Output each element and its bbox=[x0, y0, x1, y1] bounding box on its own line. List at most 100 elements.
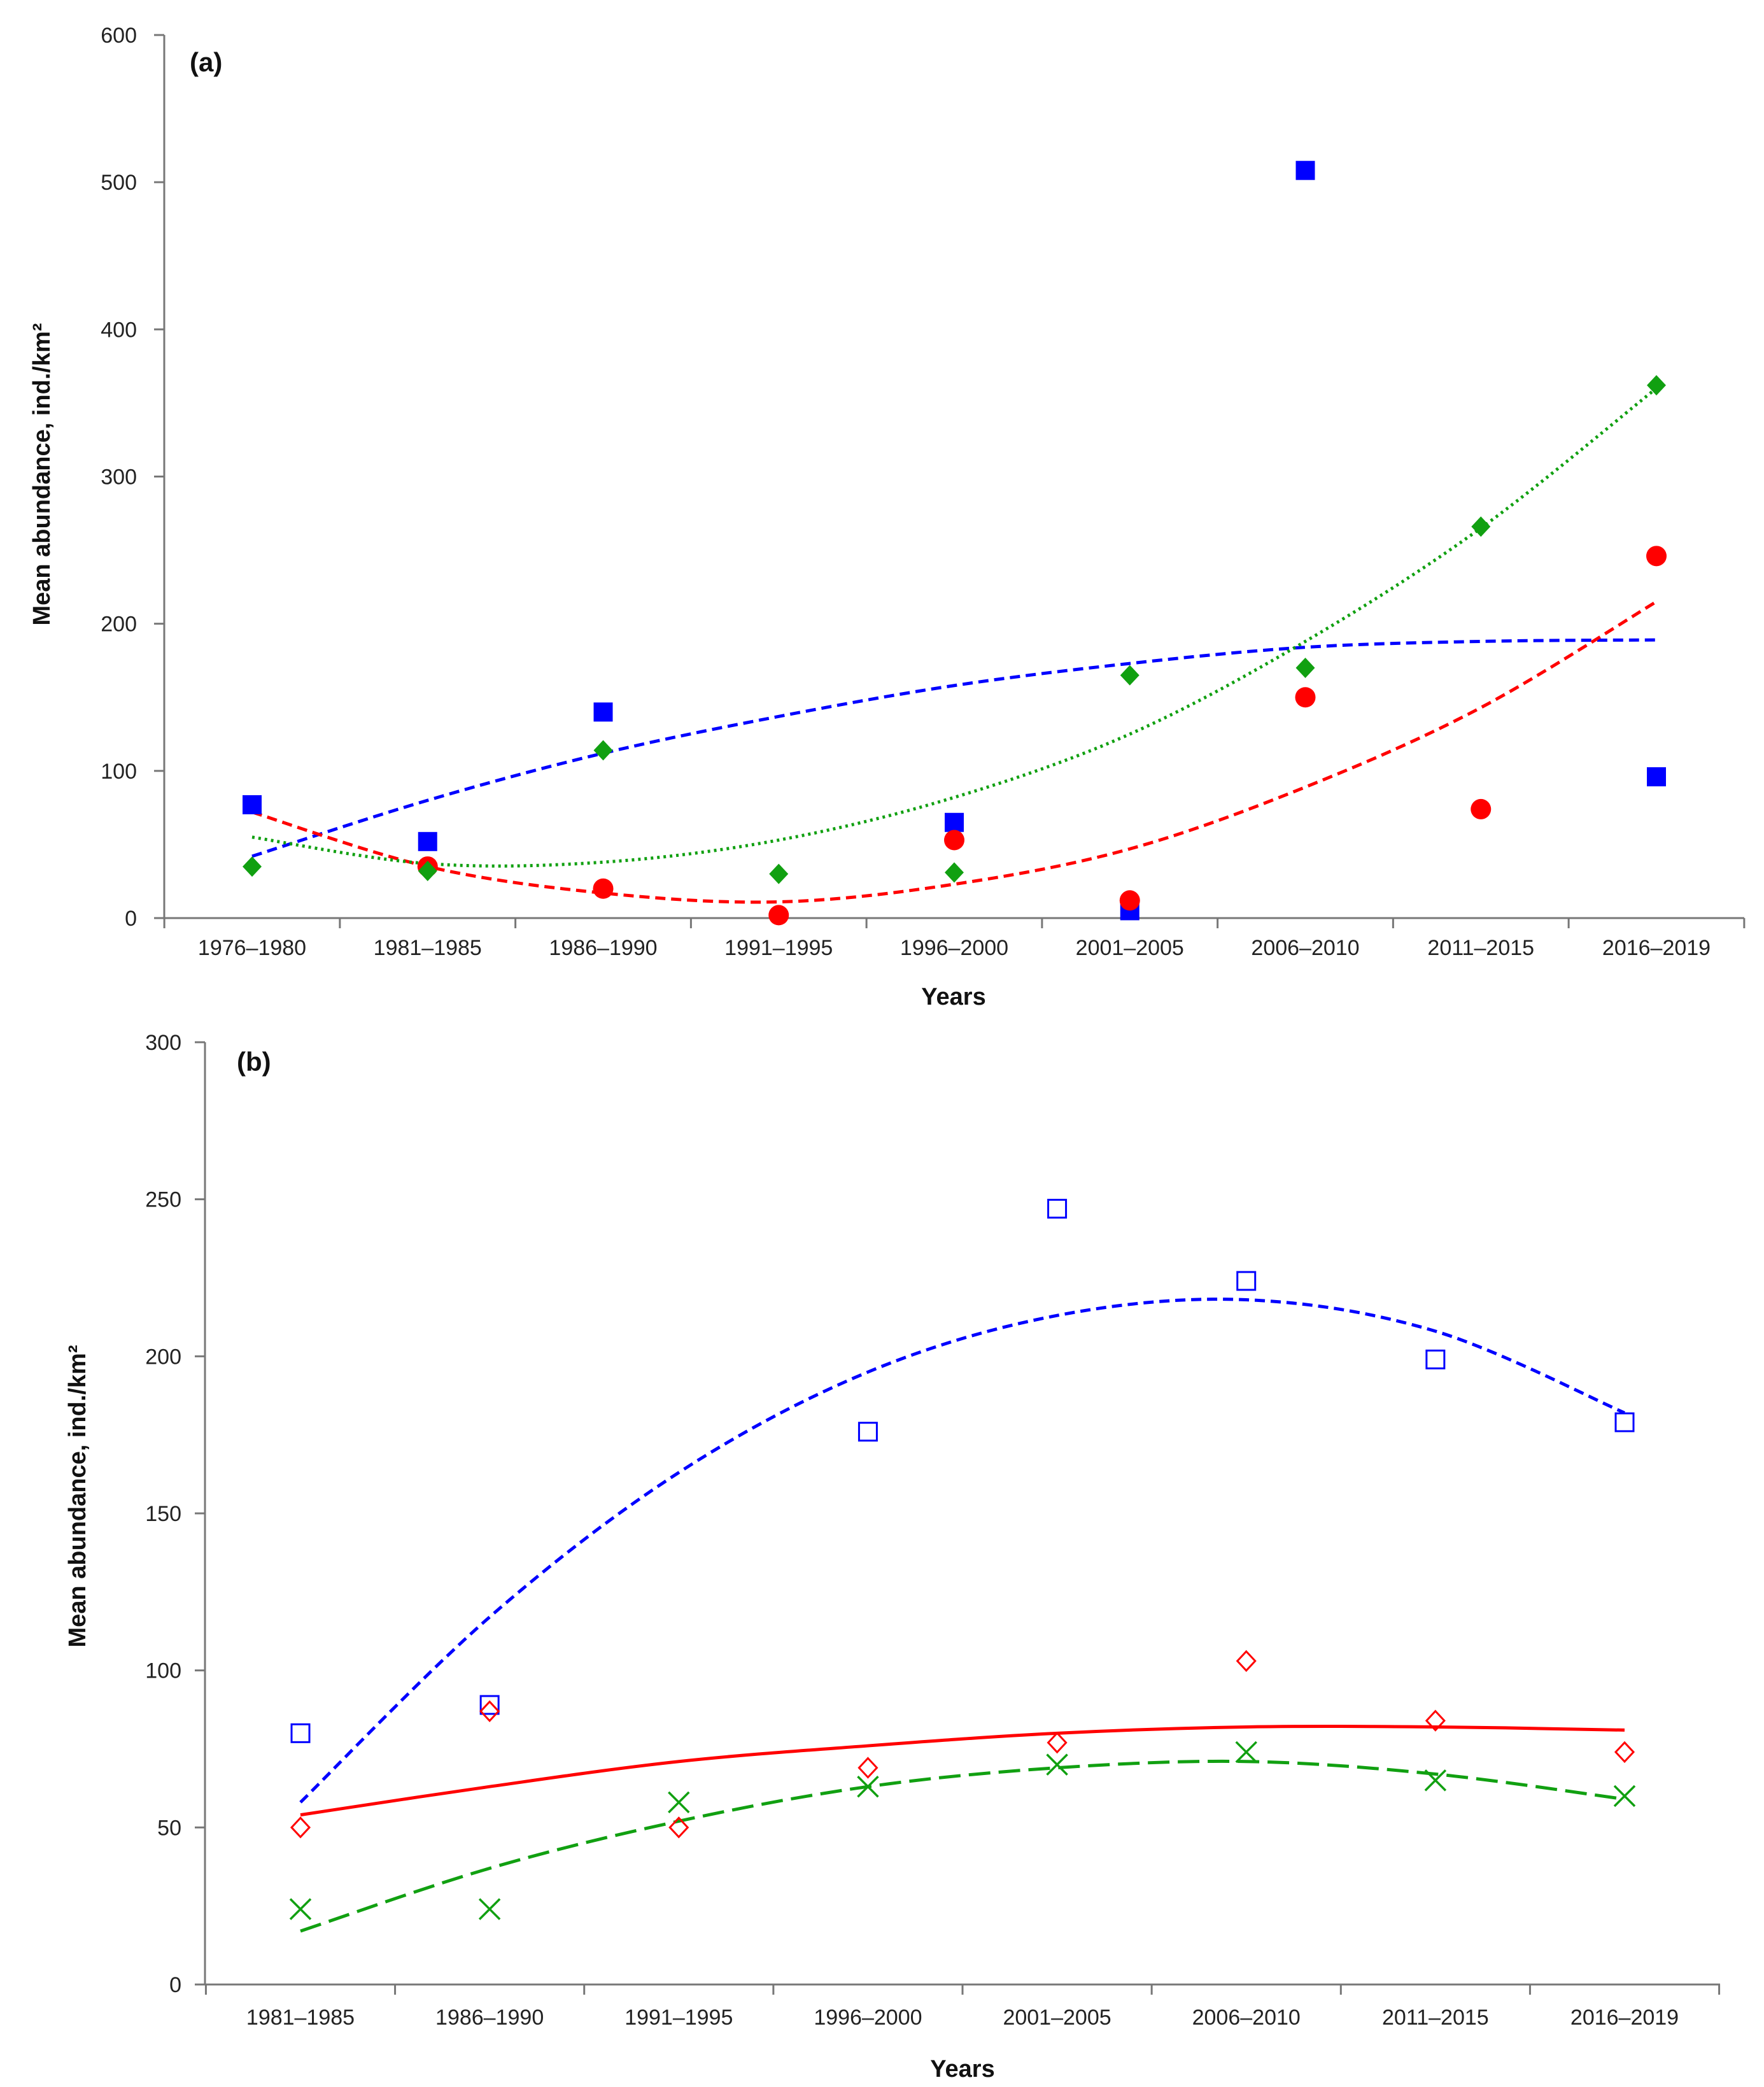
panel-a-series-0-point bbox=[593, 702, 613, 722]
panel-b-series-2-point bbox=[289, 1898, 312, 1920]
panel-a-series-2-point bbox=[1647, 375, 1666, 396]
panel-a-x-tick-label: 1996–2000 bbox=[900, 936, 1008, 960]
panel-b-series-2-point bbox=[857, 1775, 879, 1798]
panel-a-trendline-0 bbox=[251, 638, 1657, 858]
panel-a-y-tick-label: 200 bbox=[101, 612, 137, 637]
panel-b-x-tick-label: 2006–2010 bbox=[1192, 2006, 1301, 2030]
panel-a-x-tick-label: 1981–1985 bbox=[374, 936, 482, 960]
panel-a-chart: 0 100 200 300 400 500 600 1976–1980 1981–1985 198… bbox=[29, 24, 1746, 1010]
panel-b-y-tick-label: 300 bbox=[145, 1031, 181, 1055]
panel-a-series-2-point bbox=[945, 862, 964, 883]
panel-a-series-0-point bbox=[945, 812, 964, 832]
panel-b-x-tick-label: 1981–1985 bbox=[246, 2006, 355, 2030]
panel-b-x-tick-label: 2011–2015 bbox=[1382, 2006, 1489, 2030]
panel-a-series-1-point bbox=[944, 830, 964, 851]
panel-b-series-1-point bbox=[857, 1757, 878, 1779]
panel-a-series-2-point bbox=[769, 863, 789, 884]
panel-b-series-1-point bbox=[1614, 1741, 1635, 1764]
panel-b-series-2-point-stroke bbox=[1613, 1785, 1636, 1808]
panel-b-y-axis-title: Mean abundance, ind./km² bbox=[64, 1345, 91, 1647]
panel-b-series-2-point-stroke bbox=[857, 1775, 879, 1798]
panel-b-series-0-point bbox=[1236, 1271, 1257, 1291]
panel-b-x-tick-label: 2016–2019 bbox=[1570, 2006, 1679, 2030]
panel-b-x-axis-title: Years bbox=[930, 2056, 994, 2083]
panel-b-series-0-point bbox=[479, 1695, 500, 1715]
panel-a-series-0-point bbox=[1647, 767, 1666, 787]
panel-b-x-tick-label: 1986–1990 bbox=[435, 2006, 544, 2030]
panel-a-series-2-point bbox=[418, 861, 437, 882]
panel-a-x-tick-label: 2006–2010 bbox=[1251, 936, 1359, 960]
panel-b-series-2-point bbox=[668, 1791, 690, 1814]
panel-b-series-1-point bbox=[1047, 1731, 1068, 1754]
panel-a-trendline-2 bbox=[251, 386, 1658, 868]
panel-a-y-tick-label: 400 bbox=[101, 318, 137, 342]
panel-b-series-2-point-stroke bbox=[1046, 1753, 1068, 1776]
panel-a-series-2-point bbox=[243, 856, 262, 877]
panel-b-chart: 0 50 100 150 200 250 300 1981–1985 1986–1990 1991… bbox=[64, 1031, 1721, 2083]
panel-b-series-2-point bbox=[478, 1898, 501, 1920]
panel-a-x-tick-label: 1986–1990 bbox=[549, 936, 657, 960]
panel-b-series-0-point bbox=[290, 1723, 311, 1743]
panel-b-series-2-point-stroke bbox=[1235, 1741, 1257, 1764]
panel-a-x-tick-label: 1991–1995 bbox=[724, 936, 833, 960]
panel-a-series-2-point bbox=[593, 740, 613, 761]
panel-b-x-tick-label: 1991–1995 bbox=[624, 2006, 733, 2030]
panel-a-x-axis-title: Years bbox=[921, 984, 985, 1010]
panel-a-series-1-point bbox=[768, 905, 789, 926]
panel-b-trendline-2 bbox=[300, 1759, 1625, 1933]
panel-b-series-2-point-stroke bbox=[289, 1898, 312, 1920]
panel-b-series-2-point bbox=[1424, 1769, 1447, 1792]
panel-b-series-2-point-stroke bbox=[1424, 1769, 1447, 1792]
panel-a-series-1-point bbox=[1295, 687, 1316, 708]
panel-b-y-tick-label: 100 bbox=[145, 1659, 181, 1683]
panel-b-series-2-point bbox=[1046, 1753, 1068, 1776]
panel-a-plot-area: 0 100 200 300 400 500 600 1976–1980 1981–1985 198… bbox=[101, 24, 1746, 960]
panel-a-y-tick-label: 600 bbox=[101, 24, 137, 48]
panel-b-series-1-point bbox=[668, 1816, 689, 1839]
panel-b-y-tick-label: 200 bbox=[145, 1345, 181, 1369]
panel-a-y-tick-label: 300 bbox=[101, 465, 137, 490]
panel-a-x-tick-label: 2011–2015 bbox=[1427, 936, 1534, 960]
panel-b-y-tick-label: 150 bbox=[145, 1502, 181, 1526]
panel-b-series-1-point bbox=[290, 1816, 311, 1839]
panel-a-series-1-point bbox=[1119, 890, 1140, 911]
panel-a-y-tick-label: 100 bbox=[101, 760, 137, 784]
panel-b-series-1-point bbox=[1425, 1709, 1446, 1732]
panel-b-series-0-point bbox=[1614, 1412, 1635, 1433]
panel-b-trendline-1 bbox=[300, 1725, 1625, 1817]
panel-a-x-tick-label: 2016–2019 bbox=[1602, 936, 1711, 960]
panel-a-series-0-point bbox=[243, 795, 262, 815]
panel-a-series-2-point bbox=[1120, 665, 1140, 686]
panel-a-series-0-point bbox=[1295, 160, 1315, 180]
panel-a-x-tick-label: 2001–2005 bbox=[1076, 936, 1184, 960]
panel-b-y-tick-label: 0 bbox=[169, 1973, 181, 1997]
panel-a-trendline-1 bbox=[251, 600, 1658, 904]
panel-b-y-tick-label: 50 bbox=[157, 1816, 181, 1840]
panel-a-series-2-point bbox=[1471, 516, 1491, 537]
panel-a-series-1-point bbox=[1471, 798, 1492, 819]
panel-b-series-0-point bbox=[1425, 1349, 1446, 1369]
panel-a-series-1-point bbox=[1646, 546, 1667, 567]
panel-a-series-0-point bbox=[418, 831, 437, 851]
panel-a-series-2-point bbox=[1295, 658, 1315, 679]
panel-a-x-tick-label: 1976–1980 bbox=[198, 936, 306, 960]
panel-b-plot-area: 0 50 100 150 200 250 300 1981–1985 1986–1990 1991… bbox=[145, 1031, 1721, 2030]
panel-b-series-2-point bbox=[1235, 1741, 1257, 1764]
panel-b-series-2-point-stroke bbox=[478, 1898, 501, 1920]
panel-b-y-tick-label: 250 bbox=[145, 1188, 181, 1212]
panel-b-x-tick-label: 1996–2000 bbox=[814, 2006, 922, 2030]
panel-b-series-1-point bbox=[479, 1700, 500, 1722]
panel-b-series-0-point bbox=[857, 1422, 878, 1442]
panel-b-trendline-0 bbox=[299, 1298, 1625, 1804]
panel-b-series-0-point bbox=[1047, 1198, 1068, 1219]
panel-b-x-tick-label: 2001–2005 bbox=[1003, 2006, 1111, 2030]
panel-a-label: (a) bbox=[190, 47, 222, 77]
panel-a-series-1-point bbox=[593, 878, 614, 899]
panel-a-y-axis-title: Mean abundance, ind./km² bbox=[29, 323, 55, 625]
panel-b-series-2-point bbox=[1613, 1785, 1636, 1808]
panel-a-y-tick-label: 0 bbox=[125, 907, 137, 931]
panel-a-y-tick-label: 500 bbox=[101, 171, 137, 195]
panel-b-series-1-point bbox=[1236, 1650, 1257, 1673]
